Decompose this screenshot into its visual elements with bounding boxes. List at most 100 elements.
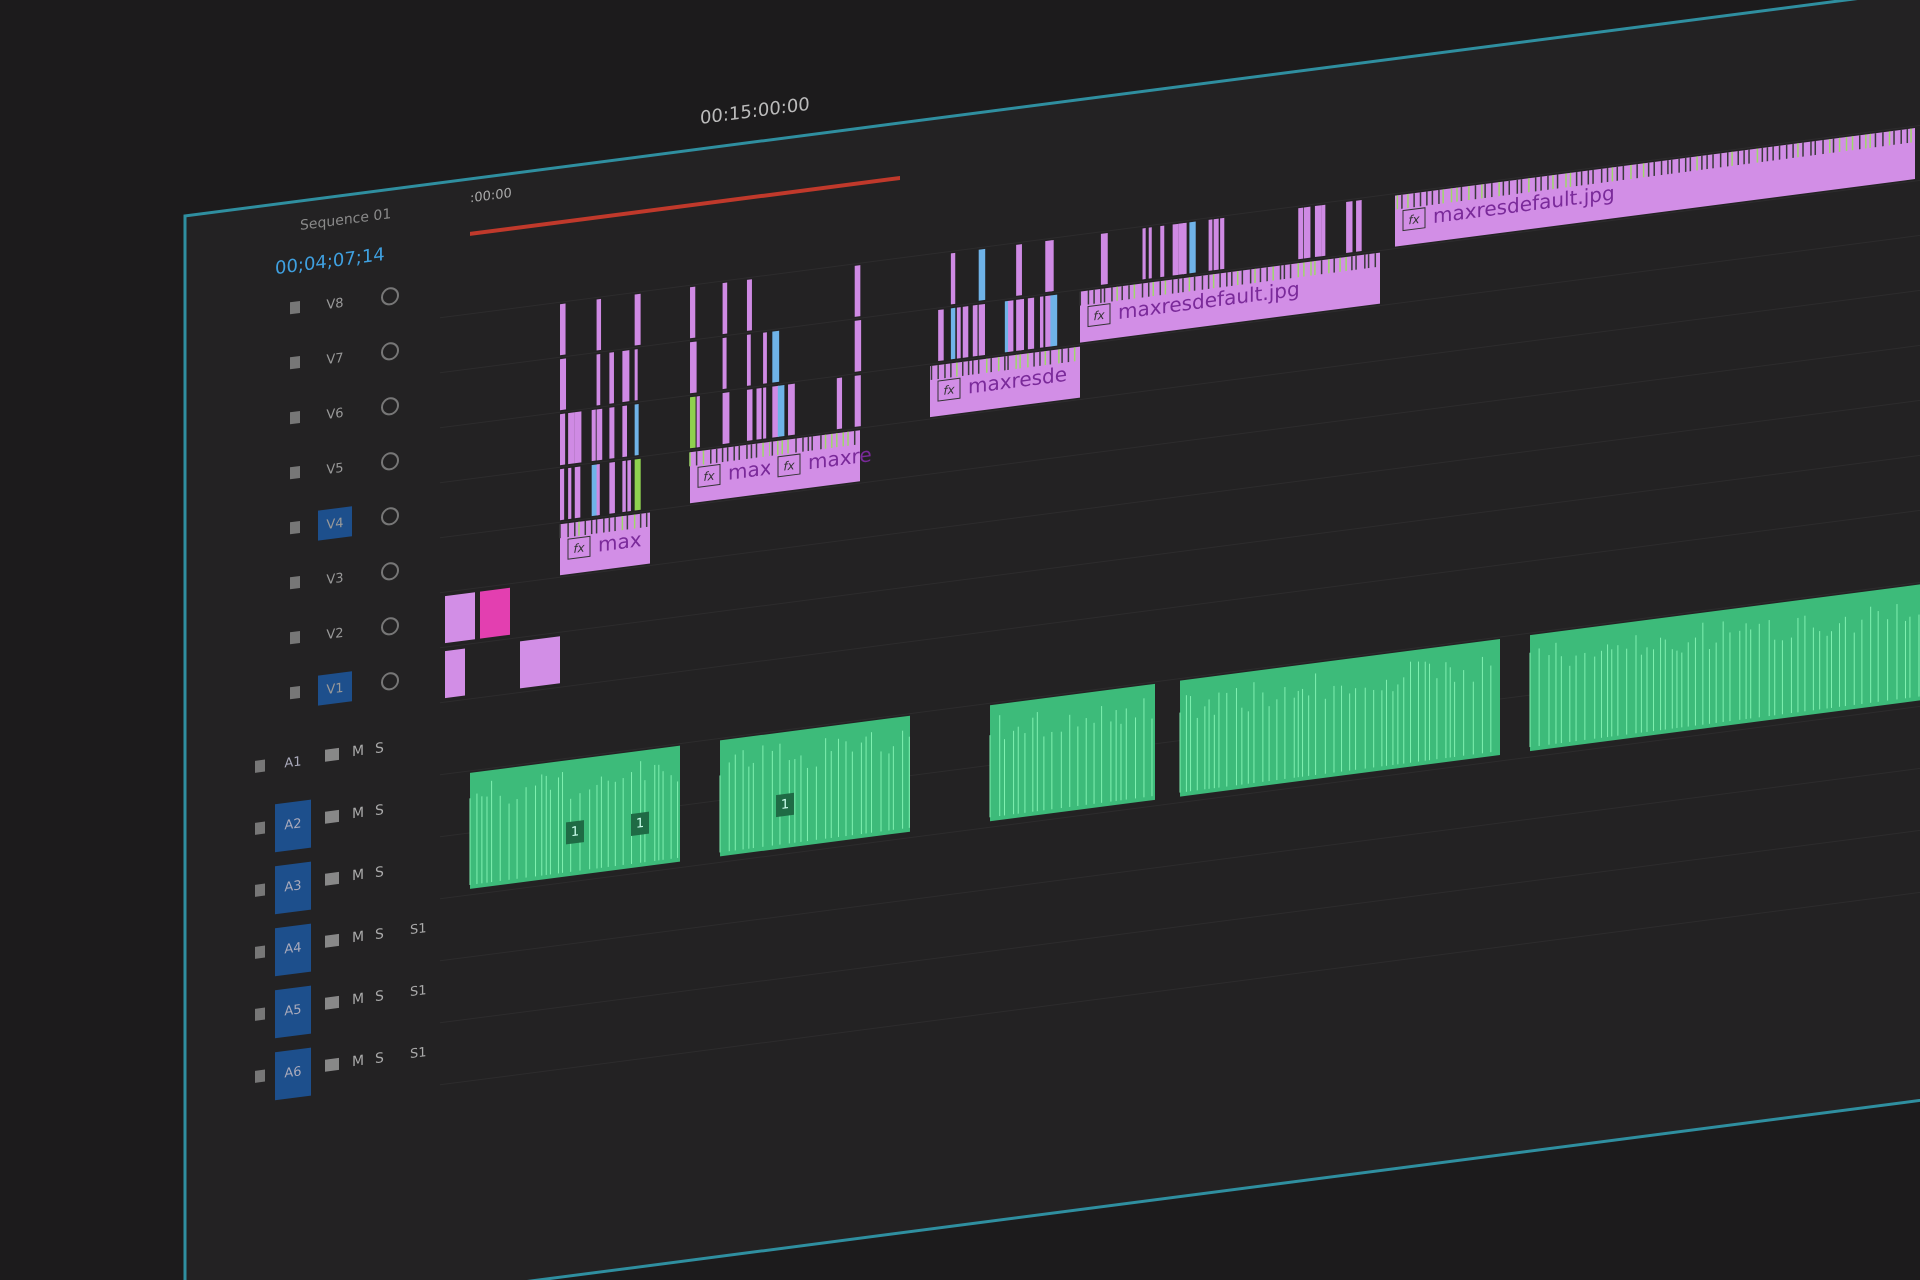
clip-fragment xyxy=(722,392,730,445)
track-name: A3 xyxy=(284,878,301,895)
clip-marker-label: 1 xyxy=(571,824,579,840)
clip-marker xyxy=(631,811,649,836)
clip-fragment xyxy=(777,385,785,437)
fx-badge xyxy=(937,377,961,402)
clip-fragment xyxy=(1045,240,1052,293)
clip-fragment xyxy=(722,337,727,390)
mute-button[interactable]: M xyxy=(352,805,364,823)
mute-button[interactable]: M xyxy=(352,1053,364,1071)
solo-button[interactable]: S xyxy=(375,802,384,819)
track-divider xyxy=(440,451,1920,649)
video-clip xyxy=(480,587,510,639)
panel-frame xyxy=(183,0,1920,1280)
track-divider xyxy=(440,506,1920,704)
clip-fragment xyxy=(1027,297,1035,350)
mute-button[interactable]: M xyxy=(352,743,364,761)
clip-fragment xyxy=(854,375,861,427)
clip-fragment xyxy=(746,389,753,441)
lock-icon xyxy=(255,821,265,835)
clip-name: max xyxy=(598,527,642,557)
clip-fragment xyxy=(568,412,575,465)
lock-icon xyxy=(290,576,300,590)
solo-button[interactable]: S xyxy=(375,926,384,943)
clip-fragment xyxy=(609,407,615,459)
clip-fragment xyxy=(1346,201,1353,254)
clip-fragment xyxy=(1220,217,1225,270)
clip-fragment xyxy=(591,409,596,462)
track-name: V7 xyxy=(326,351,343,368)
lock-icon xyxy=(255,883,265,897)
lock-icon xyxy=(255,759,265,773)
clip-fragment xyxy=(1004,300,1009,353)
clip-fragment xyxy=(1050,240,1054,292)
clip-fragment xyxy=(1008,300,1014,352)
track-extra: S1 xyxy=(410,1045,427,1062)
video-clip xyxy=(520,636,560,689)
clip-fragment xyxy=(591,464,599,517)
clip-fragment xyxy=(560,358,567,411)
clip-fragment xyxy=(756,387,762,440)
clip-fragment xyxy=(560,303,566,356)
clip-fragment xyxy=(1213,218,1219,271)
clip-fragment xyxy=(690,286,696,339)
track-name: V4 xyxy=(326,516,343,533)
track-name: A4 xyxy=(284,940,301,957)
clip-fragment xyxy=(568,467,572,520)
clip-fragment xyxy=(788,383,795,436)
track-name: V5 xyxy=(326,461,343,478)
clip-fragment xyxy=(1100,232,1108,285)
track-target xyxy=(318,506,352,541)
clip-marker-label: 1 xyxy=(781,797,789,813)
mute-button[interactable]: M xyxy=(352,867,364,885)
clip-fragment xyxy=(763,332,767,384)
solo-button[interactable]: S xyxy=(375,988,384,1005)
clip-fragment xyxy=(596,298,602,351)
track-divider xyxy=(440,578,1920,776)
clip-fragment xyxy=(574,466,581,519)
clip-fragment xyxy=(609,462,615,514)
mute-button[interactable]: M xyxy=(352,991,364,1009)
track-divider xyxy=(440,826,1920,1024)
lock-icon xyxy=(290,686,300,700)
audio-clip xyxy=(1530,581,1920,752)
clip-fragment xyxy=(1356,199,1362,252)
voiceover-icon xyxy=(325,747,339,762)
clip-fragment xyxy=(972,304,978,357)
track-target xyxy=(318,671,352,706)
clip-fragment xyxy=(560,468,565,521)
track-target xyxy=(275,985,311,1039)
clip-fragment xyxy=(746,279,752,331)
fx-badge xyxy=(1402,207,1426,232)
track-divider xyxy=(440,702,1920,900)
clip-fragment xyxy=(950,252,956,305)
clip-fragment xyxy=(634,458,641,511)
clip-marker xyxy=(566,820,584,845)
clip-fragment xyxy=(854,320,862,372)
solo-button[interactable]: S xyxy=(375,740,384,757)
clip-fragment xyxy=(560,413,566,466)
lock-icon xyxy=(290,466,300,480)
clip-fragment xyxy=(574,411,582,464)
lock-icon xyxy=(290,521,300,535)
clip-fragment xyxy=(978,248,986,301)
clip-fragment xyxy=(763,387,767,439)
clip-fragment xyxy=(836,377,843,430)
audio-clip xyxy=(990,683,1155,822)
solo-button[interactable]: S xyxy=(375,1050,384,1067)
track-divider xyxy=(440,888,1920,1086)
lock-icon xyxy=(255,1007,265,1021)
clip-fragment xyxy=(609,352,614,404)
eye-icon xyxy=(381,617,399,636)
clip-fragment xyxy=(1208,219,1213,271)
clip-fragment xyxy=(722,282,728,335)
video-clip xyxy=(445,648,465,699)
video-clip xyxy=(1080,252,1380,343)
video-clip xyxy=(930,346,1080,418)
clip-fragment xyxy=(962,306,969,358)
lock-icon xyxy=(290,631,300,645)
track-name: V8 xyxy=(326,296,343,313)
solo-button[interactable]: S xyxy=(375,864,384,881)
mute-button[interactable]: M xyxy=(352,929,364,947)
